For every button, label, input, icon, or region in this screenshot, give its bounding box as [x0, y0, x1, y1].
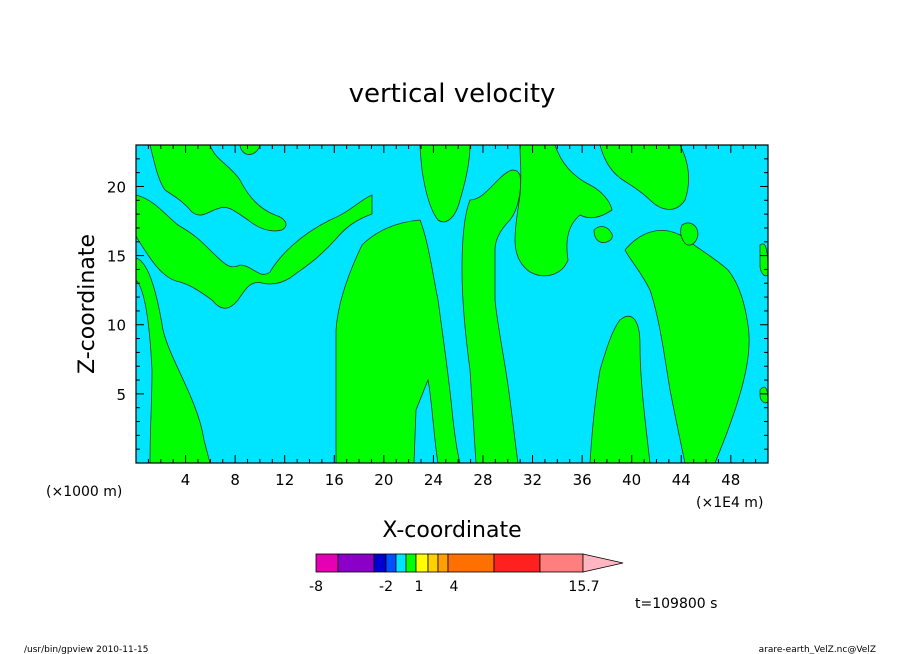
x-unit-right: (×1E4 m)	[696, 495, 763, 511]
x-tick-label: 44	[672, 471, 691, 489]
colorbar-label: 1	[415, 579, 424, 595]
colorbar-segment	[437, 553, 449, 573]
region-upper-left-band	[136, 194, 373, 309]
region-right-edge-bottom-spot	[759, 386, 768, 404]
colorbar-segment	[447, 553, 495, 573]
colorbar	[315, 553, 624, 573]
y-tick-label: 5	[116, 386, 126, 404]
y-tick-label: 15	[107, 248, 126, 266]
colorbar-label: 15.7	[568, 579, 599, 595]
x-tick-label: 12	[275, 471, 294, 489]
region-left-column	[136, 257, 211, 463]
x-tick-label: 20	[374, 471, 393, 489]
x-unit-left: (×1000 m)	[46, 484, 122, 500]
time-label: t=109800 s	[635, 596, 717, 612]
colorbar-segment	[493, 553, 541, 573]
y-tick-label: 10	[107, 317, 126, 335]
x-tick-label: 16	[325, 471, 344, 489]
colorbar-label: -2	[379, 579, 393, 595]
x-tick-label: 28	[473, 471, 492, 489]
region-center-right-column	[461, 169, 521, 463]
axis-ticks	[136, 145, 768, 463]
footer-left: /usr/bin/gpview 2010-11-15	[24, 645, 148, 654]
colorbar-label: 4	[450, 579, 459, 595]
colorbar-segment	[373, 553, 387, 573]
x-tick-label: 24	[424, 471, 443, 489]
region-far-right-column	[589, 315, 651, 463]
y-axis-label: Z-coordinate	[75, 234, 100, 374]
y-tick-label: 20	[107, 178, 126, 196]
colorbar-segment	[385, 553, 397, 573]
colorbar-arrow	[582, 553, 624, 573]
colorbar-segment	[337, 553, 375, 573]
region-top-left-blob	[149, 145, 287, 232]
region-center-top	[419, 145, 471, 223]
region-right-tall	[624, 230, 750, 463]
positive-regions	[136, 145, 768, 463]
x-axis-label: X-coordinate	[382, 518, 521, 543]
region-top-spot	[239, 145, 261, 155]
x-tick-label: 32	[523, 471, 542, 489]
x-tick-label: 8	[230, 471, 240, 489]
colorbar-segment	[427, 553, 439, 573]
plot-area	[136, 145, 768, 463]
region-top-right-blob	[599, 145, 690, 210]
colorbar-segment	[405, 553, 417, 573]
x-tick-label: 4	[181, 471, 191, 489]
x-tick-label: 40	[622, 471, 641, 489]
region-right-mid-column	[514, 145, 613, 277]
x-tick-label: 36	[573, 471, 592, 489]
colorbar-segment	[539, 553, 584, 573]
region-left-spot	[593, 226, 613, 243]
colorbar-segment	[415, 553, 429, 573]
region-right-small-blob	[680, 222, 699, 246]
colorbar-labels: -8 -2 1 4 15.7	[309, 579, 600, 595]
colorbar-segment	[315, 553, 339, 573]
chart-title: vertical velocity	[349, 79, 556, 109]
colorbar-label: -8	[309, 579, 323, 595]
region-center-left-peak	[335, 219, 461, 463]
footer-right: arare-earth_VelZ.nc@VelZ	[759, 645, 876, 654]
colorbar-segment	[395, 553, 407, 573]
plot-frame	[135, 144, 769, 464]
x-tick-label: 48	[721, 471, 740, 489]
